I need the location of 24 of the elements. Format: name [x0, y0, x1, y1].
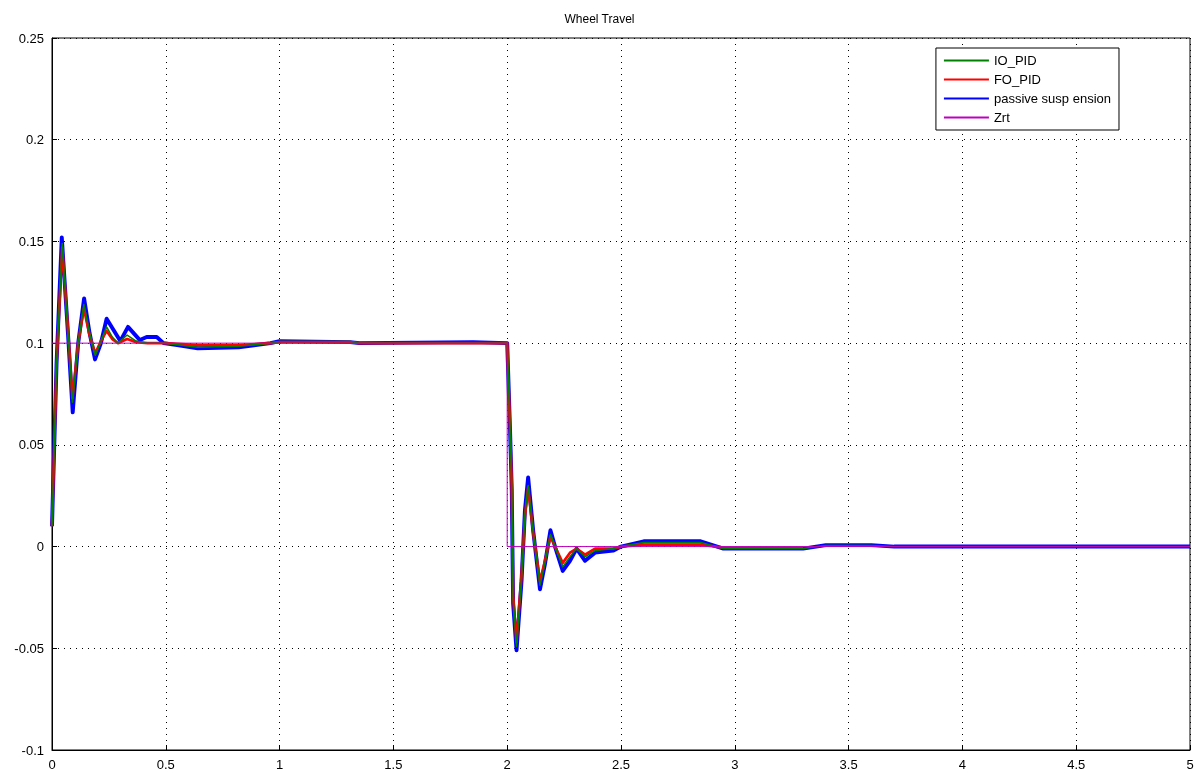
y-tick-label: 0.15	[18, 233, 44, 249]
y-tick-label: -0.05	[14, 640, 44, 656]
x-tick-label: 1	[275, 757, 284, 772]
y-tick-label: 0	[36, 539, 44, 555]
y-tick-label: 0.1	[25, 335, 44, 351]
y-tick-label: 0.25	[18, 30, 44, 46]
x-tick-label: 4	[958, 757, 967, 772]
legend-label: FO_PID	[993, 72, 1041, 87]
y-tick-label: -0.1	[21, 742, 44, 758]
y-tick-label: 0.05	[18, 437, 44, 453]
x-tick-label: 1.5	[384, 757, 403, 772]
x-tick-label: 0	[48, 757, 56, 772]
x-tick-label: 3.5	[839, 757, 858, 772]
x-tick-label: 3	[731, 757, 739, 772]
legend-label: IO_PID	[993, 53, 1037, 68]
x-tick-label: 0.5	[156, 757, 175, 772]
legend-label: Zrt	[993, 110, 1011, 125]
y-tick-label: 0.2	[25, 132, 44, 148]
x-tick-label: 2.5	[611, 757, 631, 772]
x-tick-label: 2	[503, 757, 511, 772]
x-tick-label: 4.5	[1067, 757, 1086, 772]
chart-title: Wheel Travel	[564, 12, 635, 26]
legend-label: passive susp ension	[993, 91, 1112, 106]
x-tick-label: 5	[1186, 757, 1194, 772]
